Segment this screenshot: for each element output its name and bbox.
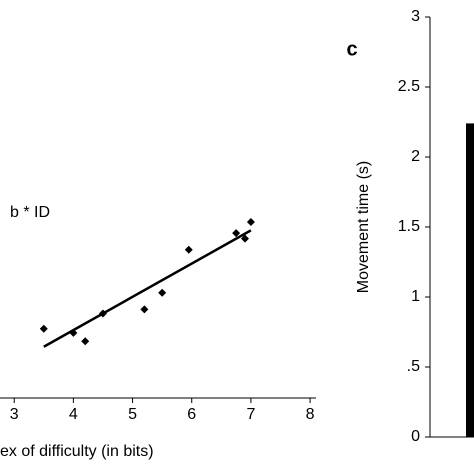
data-point <box>246 218 255 227</box>
data-point <box>81 337 90 346</box>
y-tick-label: 3 <box>411 8 420 25</box>
x-axis-label: ex of difficulty (in bits) <box>0 443 154 460</box>
y-tick-label: 0 <box>411 428 420 445</box>
y-tick-label: 1.5 <box>398 218 420 235</box>
data-point <box>232 229 241 238</box>
y-tick-label: 1 <box>411 288 420 305</box>
y-tick-label: 2.5 <box>398 78 420 95</box>
data-point <box>69 328 78 337</box>
x-tick-label: 4 <box>69 406 78 423</box>
x-tick-label: 6 <box>187 406 196 423</box>
y-tick-label: 2 <box>411 148 420 165</box>
data-point <box>39 324 48 333</box>
data-point <box>240 234 249 243</box>
fit-line <box>43 229 252 348</box>
x-tick-label: 3 <box>10 406 19 423</box>
data-point <box>140 305 149 314</box>
x-tick-label: 8 <box>306 406 315 423</box>
y-tick-label: .5 <box>407 358 420 375</box>
data-point <box>98 309 107 318</box>
bar <box>466 123 474 438</box>
data-point <box>158 288 167 297</box>
panel-label: c <box>346 38 357 60</box>
data-point <box>184 245 193 254</box>
y-axis-label: Movement time (s) <box>355 161 372 293</box>
x-tick-label: 7 <box>246 406 255 423</box>
annotation: b * ID <box>10 204 50 221</box>
x-tick-label: 5 <box>128 406 137 423</box>
